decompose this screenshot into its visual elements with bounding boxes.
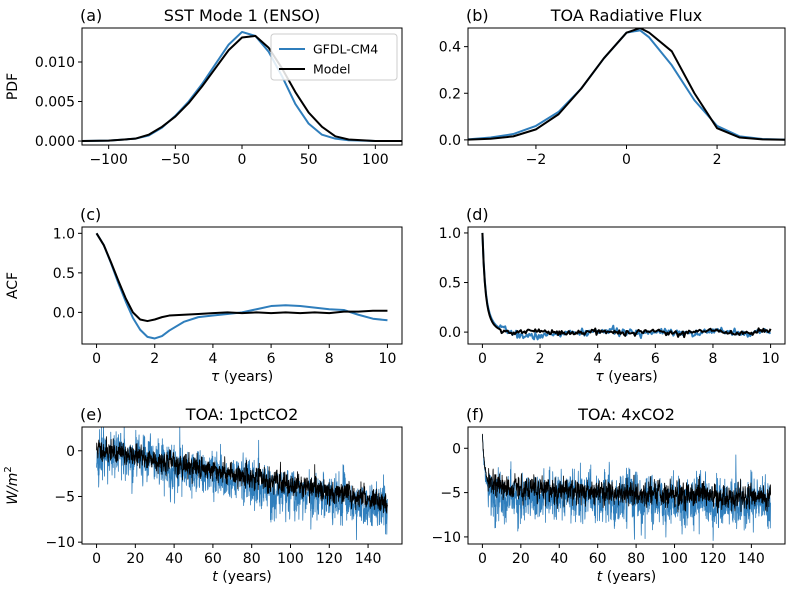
panel-label-f: (f): [466, 405, 484, 424]
series-gfdl-cm4-b: [468, 29, 785, 141]
panel-title-f: TOA: 4xCO2: [577, 405, 675, 424]
y-tick-label: −10: [45, 535, 75, 551]
series-model-a: [82, 34, 402, 143]
x-tick-label: 80: [243, 551, 261, 567]
legend-entry: Model: [313, 62, 351, 77]
x-tick-label: 140: [355, 551, 382, 567]
x-tick-label: 120: [700, 551, 727, 567]
y-tick-label: 0.0: [439, 133, 461, 149]
x-axis-label-e: t (years): [212, 569, 271, 585]
panel-label-a: (a): [80, 6, 102, 25]
x-tick-label: 50: [300, 152, 318, 168]
axes-frame-d: [467, 226, 786, 345]
x-tick-label: 4: [593, 351, 602, 367]
series-model-b: [468, 28, 785, 141]
panel-a: −100 −50 0 50 100 0.000 0.005 0.010 (a) SST Mode …: [5, 6, 403, 168]
panel-label-e: (e): [80, 405, 102, 424]
y-tick-label: 0.0: [439, 325, 461, 341]
x-tick-label: 100: [362, 152, 389, 168]
x-tick-label: 2: [536, 351, 545, 367]
y-tick-label: 0.000: [35, 134, 75, 150]
y-tick-label: 0: [66, 444, 75, 460]
x-tick-label: 0: [622, 152, 631, 168]
y-tick-label: −5: [54, 489, 75, 505]
y-tick-label: 0.5: [439, 276, 461, 292]
x-tick-label: 140: [738, 551, 765, 567]
y-tick-label: 0.010: [35, 55, 75, 71]
x-tick-label: 40: [165, 551, 183, 567]
x-tick-label: 0: [478, 351, 487, 367]
x-tick-label: 40: [550, 551, 568, 567]
y-tick-label: 1.0: [53, 226, 75, 242]
y-tick-label: 1.0: [439, 226, 461, 242]
x-tick-label: 8: [708, 351, 717, 367]
panel-d: 0 2 4 6 8 10 0.0 0.5 1.0 (d) τ (years): [439, 205, 786, 385]
panel-label-c: (c): [80, 205, 101, 224]
axes-frame-b: [467, 27, 786, 146]
y-tick-label: 0.0: [53, 305, 75, 321]
x-axis-label-d: τ (years): [595, 369, 657, 385]
y-axis-label-c: ACF: [5, 272, 21, 299]
x-tick-label: 120: [316, 551, 343, 567]
x-tick-label: 20: [512, 551, 530, 567]
series-model-c: [95, 232, 388, 323]
y-tick-label: 0.005: [35, 95, 75, 111]
x-tick-label: 0: [238, 152, 247, 168]
legend-entry: GFDL-CM4: [313, 42, 378, 57]
x-tick-label: 2: [150, 351, 159, 367]
x-tick-label: 6: [267, 351, 276, 367]
x-axis-label-c: τ (years): [211, 369, 273, 385]
legend: GFDL-CM4 Model: [270, 33, 398, 81]
series-gfdl-cm4-d: [481, 232, 772, 341]
x-tick-label: 6: [651, 351, 660, 367]
x-tick-label: 0: [92, 551, 101, 567]
x-tick-label: 0: [478, 551, 487, 567]
panel-label-d: (d): [466, 205, 489, 224]
y-tick-label: 0.4: [439, 40, 461, 56]
y-axis-label-a: PDF: [5, 73, 21, 100]
axes-frame-f: [467, 426, 786, 545]
x-tick-label: 60: [589, 551, 607, 567]
x-tick-label: 60: [204, 551, 222, 567]
panel-b: −2 0 2 0.0 0.2 0.4 (b) TOA Radiative Flux: [439, 6, 786, 168]
x-tick-label: −100: [89, 152, 127, 168]
x-tick-label: 10: [379, 351, 397, 367]
x-tick-label: 80: [627, 551, 645, 567]
series-model-e: [96, 436, 388, 514]
x-tick-label: 2: [713, 152, 722, 168]
x-tick-label: 100: [277, 551, 304, 567]
y-tick-label: 0.5: [53, 266, 75, 282]
x-axis-label-f: t (years): [597, 569, 656, 585]
x-tick-label: −2: [526, 152, 547, 168]
axes-frame-c: [81, 226, 403, 345]
panel-title-b: TOA Radiative Flux: [550, 6, 702, 25]
x-tick-label: 20: [126, 551, 144, 567]
x-tick-label: 4: [208, 351, 217, 367]
panel-title-a: SST Mode 1 (ENSO): [164, 6, 320, 25]
x-tick-label: −50: [161, 152, 191, 168]
panel-label-b: (b): [466, 6, 489, 25]
series-gfdl-cm4-c: [95, 232, 388, 340]
series-gfdl-cm4-f: [482, 434, 771, 541]
y-tick-label: 0: [452, 441, 461, 457]
series-model-f: [482, 433, 771, 514]
x-tick-label: 8: [325, 351, 334, 367]
panel-f: 0 20 40 60 80 100 120 140 −10 −5 0 (f) TOA: 4xCO2 t (…: [431, 405, 786, 585]
x-tick-label: 10: [762, 351, 780, 367]
y-tick-label: 0.2: [439, 86, 461, 102]
y-tick-label: −10: [431, 530, 461, 546]
panel-c: 0 2 4 6 8 10 0.0 0.5 1.0 (c) τ (years) ACF: [5, 205, 403, 385]
y-tick-label: −5: [440, 486, 461, 502]
series-model-d: [481, 232, 772, 339]
axes-frame-e: [81, 426, 403, 545]
y-axis-label-e: W/m2: [3, 466, 21, 505]
x-tick-label: 0: [92, 351, 101, 367]
panel-title-e: TOA: 1pctCO2: [185, 405, 299, 424]
x-tick-label: 100: [661, 551, 688, 567]
panel-e: 0 20 40 60 80 100 120 140 −10 −5 0 (e) TOA: 1pctCO2 t…: [3, 405, 403, 585]
